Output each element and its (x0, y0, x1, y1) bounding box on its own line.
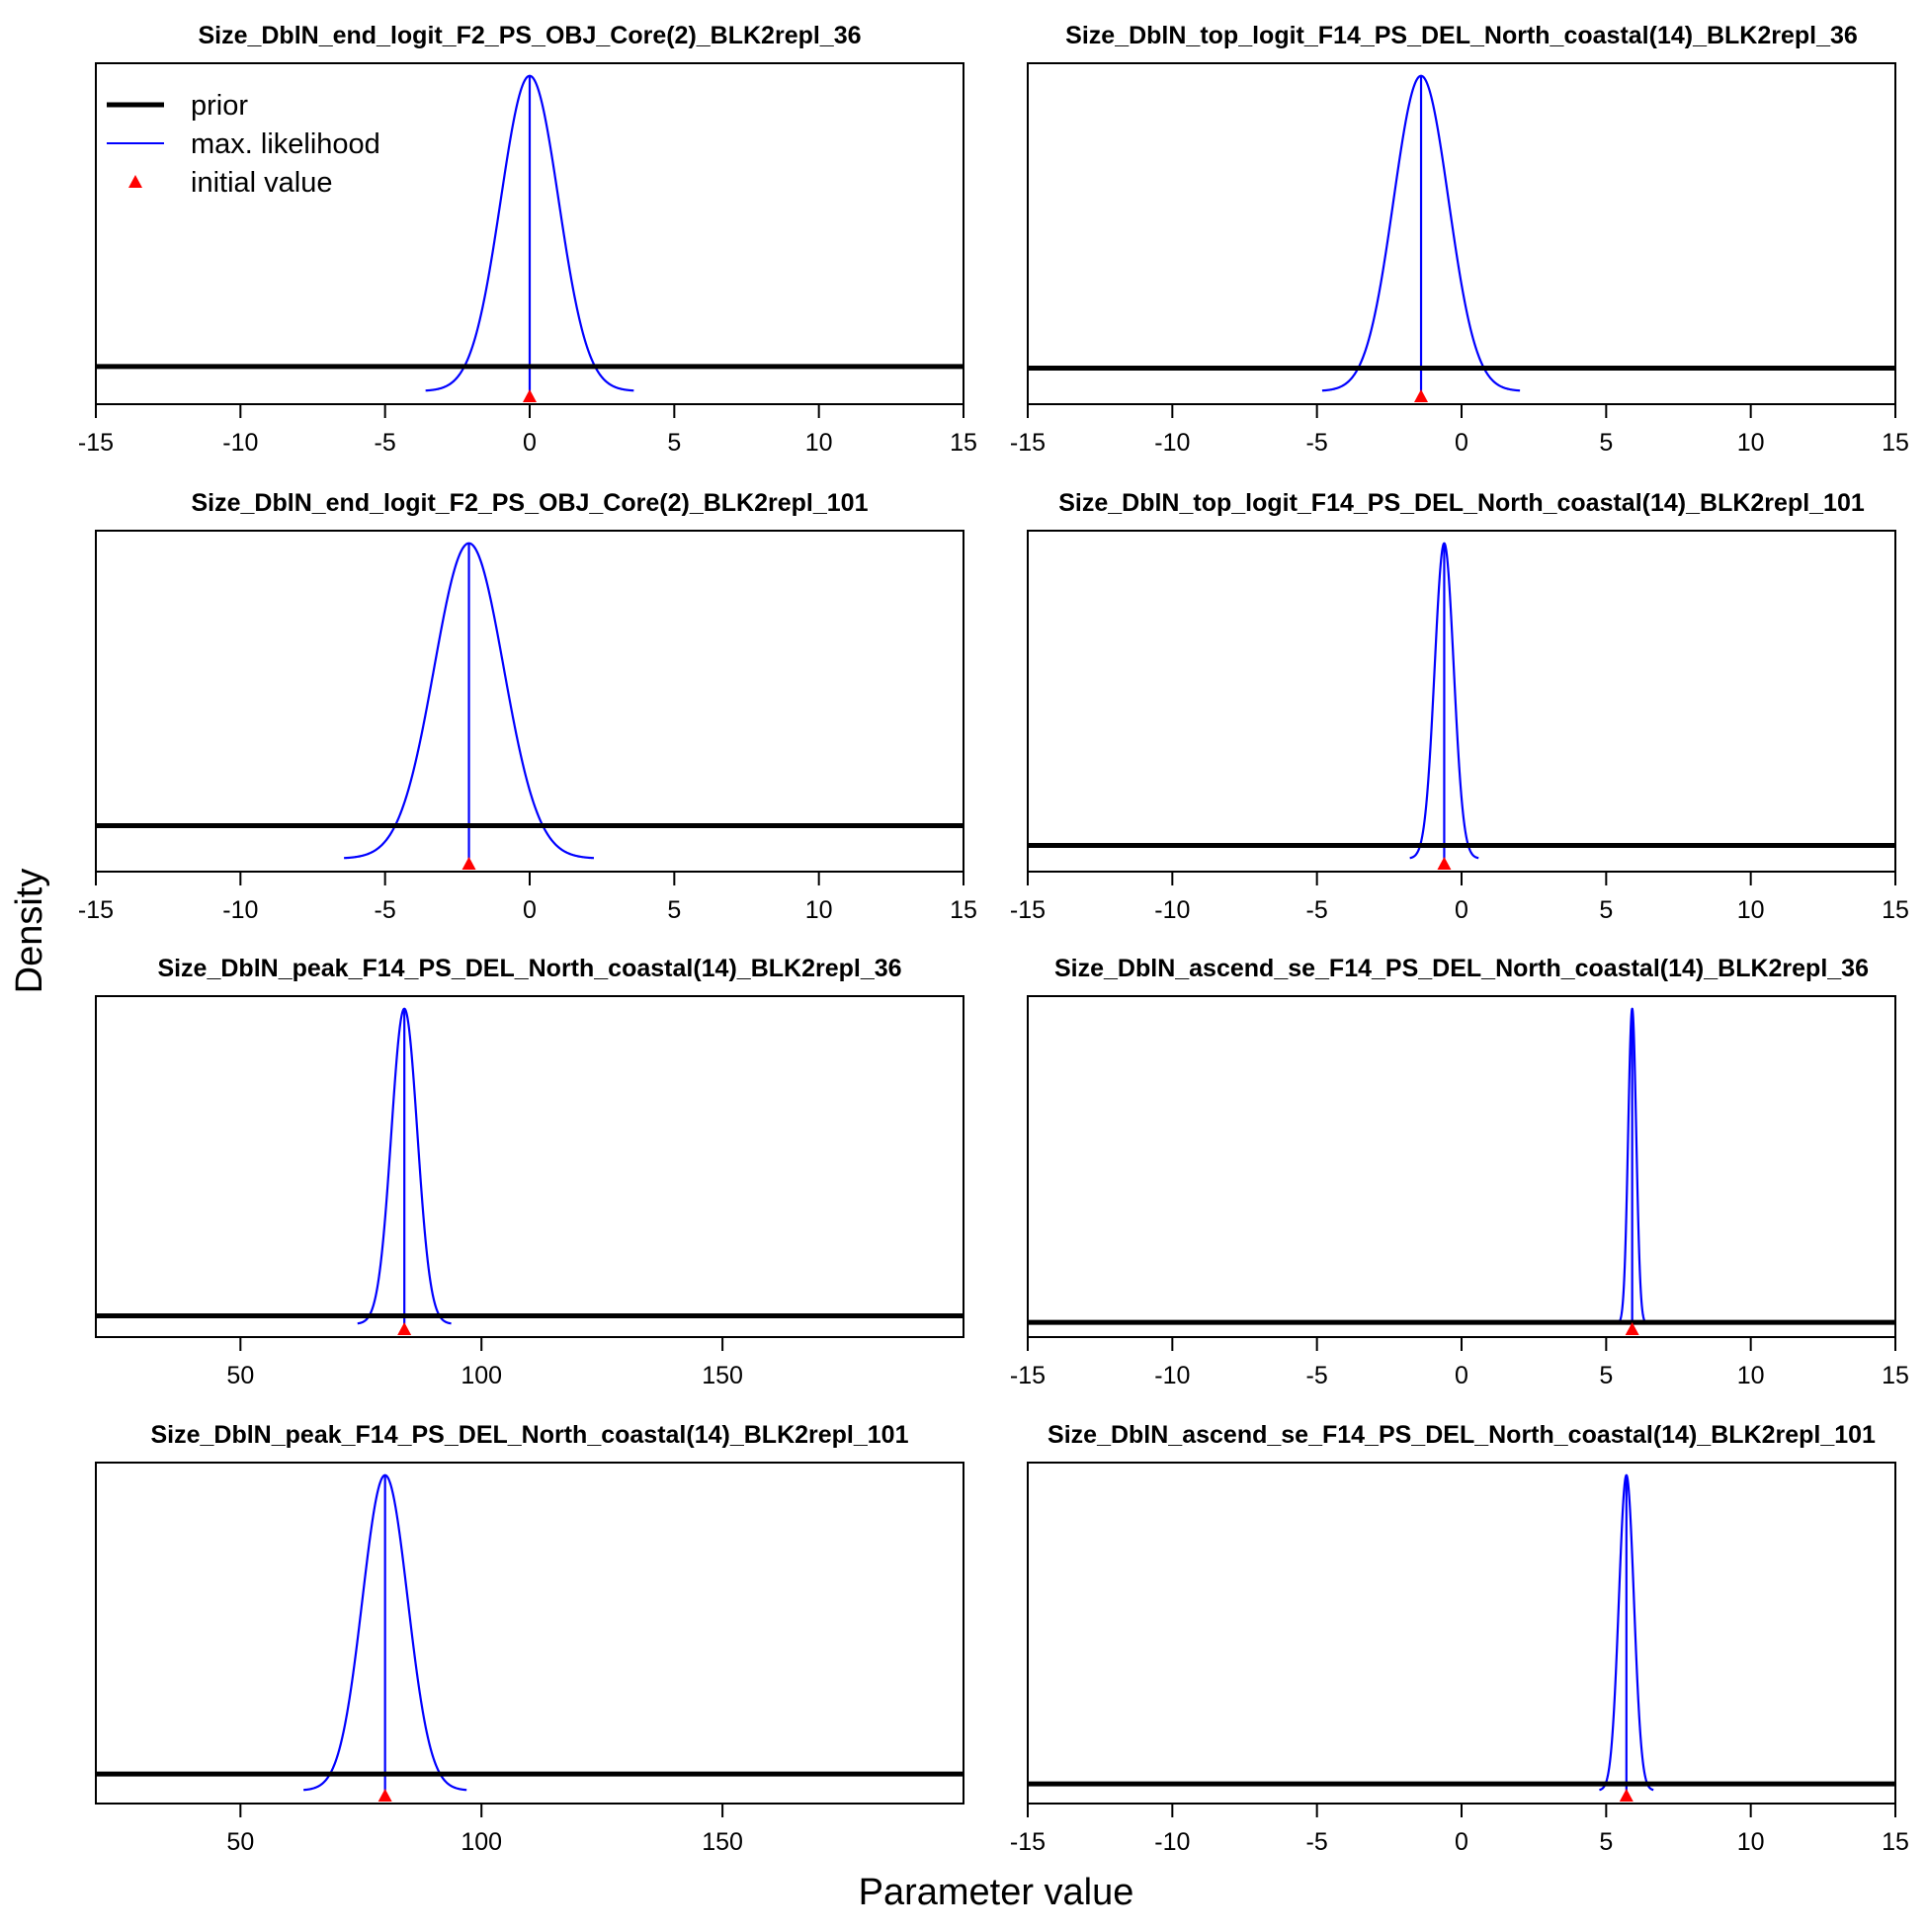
legend-initial-swatch (128, 175, 142, 188)
plot-frame (1027, 62, 1896, 405)
x-tick-label: -10 (1154, 1828, 1190, 1856)
plot-frame (1027, 995, 1896, 1338)
x-tick-label: -15 (78, 429, 114, 457)
x-tick-label: -15 (1010, 1362, 1046, 1389)
panel-title: Size_DblN_top_logit_F14_PS_DEL_North_coa… (1065, 22, 1858, 49)
legend-label: prior (191, 90, 248, 122)
y-axis-label: Density (9, 869, 50, 994)
x-tick-label: 10 (805, 896, 833, 924)
x-tick-label: 0 (1455, 1362, 1468, 1389)
x-axis-label: Parameter value (859, 1872, 1134, 1913)
panel-title: Size_DblN_ascend_se_F14_PS_DEL_North_coa… (1047, 1421, 1876, 1449)
x-tick-label: 0 (1455, 429, 1468, 457)
panel-3: Size_DblN_end_logit_F2_PS_OBJ_Core(2)_BL… (78, 489, 977, 924)
x-tick-label: 15 (1882, 1362, 1909, 1389)
x-tick-label: 0 (1455, 896, 1468, 924)
x-tick-label: -5 (1306, 896, 1328, 924)
x-tick-label: 10 (1737, 1362, 1765, 1389)
x-tick-label: -15 (78, 896, 114, 924)
x-tick-label: 5 (1599, 1828, 1613, 1856)
x-tick-label: 5 (667, 896, 681, 924)
initial-value-marker (1619, 1789, 1634, 1802)
plot-frame (95, 1462, 964, 1805)
panel-title: Size_DblN_ascend_se_F14_PS_DEL_North_coa… (1054, 955, 1869, 982)
panel-title: Size_DblN_end_logit_F2_PS_OBJ_Core(2)_BL… (198, 22, 861, 49)
panel-6: Size_DblN_ascend_se_F14_PS_DEL_North_coa… (1010, 955, 1909, 1389)
panel-2: Size_DblN_top_logit_F14_PS_DEL_North_coa… (1010, 22, 1909, 457)
plot-frame (95, 530, 964, 873)
panel-title: Size_DblN_peak_F14_PS_DEL_North_coastal(… (150, 1421, 908, 1449)
x-tick-label: -10 (222, 896, 258, 924)
x-tick-label: 5 (1599, 1362, 1613, 1389)
initial-value-marker (461, 857, 476, 870)
panel-8: Size_DblN_ascend_se_F14_PS_DEL_North_coa… (1010, 1421, 1909, 1856)
panel-title: Size_DblN_peak_F14_PS_DEL_North_coastal(… (157, 955, 901, 982)
x-tick-label: -5 (375, 896, 396, 924)
legend-label: initial value (191, 167, 332, 199)
x-tick-label: 100 (461, 1362, 502, 1389)
initial-value-marker (397, 1322, 412, 1335)
legend: prior max. likelihood initial value (107, 90, 380, 199)
x-tick-label: -10 (222, 429, 258, 457)
x-tick-label: 10 (805, 429, 833, 457)
initial-value-marker (1625, 1322, 1639, 1335)
x-tick-label: 10 (1737, 1828, 1765, 1856)
x-tick-label: 10 (1737, 429, 1765, 457)
x-tick-label: 15 (1882, 429, 1909, 457)
x-tick-label: -10 (1154, 1362, 1190, 1389)
x-tick-label: 5 (1599, 896, 1613, 924)
x-tick-label: 50 (226, 1828, 254, 1856)
legend-label: max. likelihood (191, 128, 380, 160)
initial-value-marker (523, 389, 537, 402)
x-tick-label: 50 (226, 1362, 254, 1389)
x-tick-label: 15 (950, 896, 977, 924)
panel-title: Size_DblN_end_logit_F2_PS_OBJ_Core(2)_BL… (192, 489, 869, 517)
x-tick-label: -15 (1010, 1828, 1046, 1856)
panel-title: Size_DblN_top_logit_F14_PS_DEL_North_coa… (1058, 489, 1865, 517)
x-tick-label: -10 (1154, 429, 1190, 457)
x-tick-label: 0 (1455, 1828, 1468, 1856)
x-tick-label: 5 (1599, 429, 1613, 457)
plot-frame (1027, 530, 1896, 873)
x-tick-label: -5 (375, 429, 396, 457)
panel-1: Size_DblN_end_logit_F2_PS_OBJ_Core(2)_BL… (78, 22, 977, 457)
panel-5: Size_DblN_peak_F14_PS_DEL_North_coastal(… (95, 955, 964, 1389)
x-tick-label: 15 (1882, 896, 1909, 924)
x-tick-label: -5 (1306, 1828, 1328, 1856)
x-tick-label: 100 (461, 1828, 502, 1856)
x-tick-label: 150 (702, 1828, 743, 1856)
x-tick-label: 150 (702, 1362, 743, 1389)
x-tick-label: 0 (523, 896, 537, 924)
plot-frame (95, 995, 964, 1338)
x-tick-label: 10 (1737, 896, 1765, 924)
x-tick-label: 5 (667, 429, 681, 457)
x-tick-label: 15 (950, 429, 977, 457)
initial-value-marker (377, 1789, 392, 1802)
x-tick-label: 15 (1882, 1828, 1909, 1856)
x-tick-label: -15 (1010, 429, 1046, 457)
panel-7: Size_DblN_peak_F14_PS_DEL_North_coastal(… (95, 1421, 964, 1856)
initial-value-marker (1414, 389, 1429, 402)
x-tick-label: -5 (1306, 429, 1328, 457)
x-tick-label: -5 (1306, 1362, 1328, 1389)
plot-frame (1027, 1462, 1896, 1805)
x-tick-label: -15 (1010, 896, 1046, 924)
panel-4: Size_DblN_top_logit_F14_PS_DEL_North_coa… (1010, 489, 1909, 924)
initial-value-marker (1437, 857, 1452, 870)
x-tick-label: -10 (1154, 896, 1190, 924)
x-tick-label: 0 (523, 429, 537, 457)
